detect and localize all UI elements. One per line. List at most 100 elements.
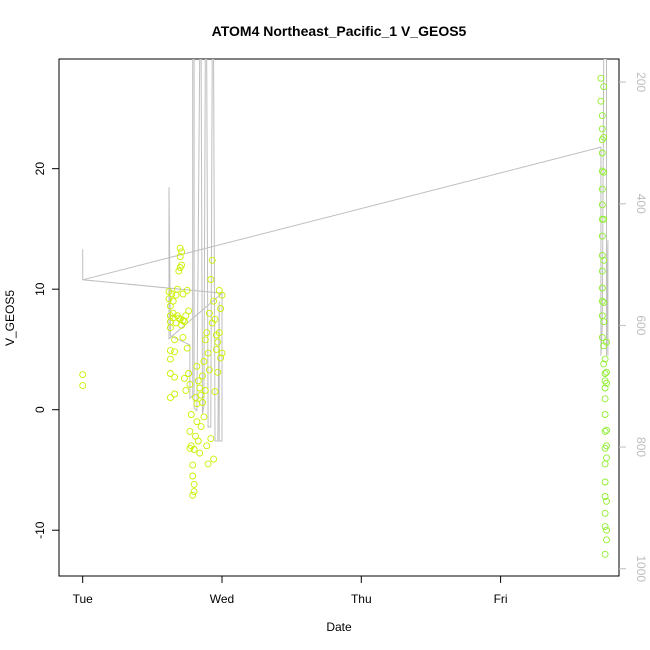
y-tick-label: -10	[33, 521, 47, 539]
data-point	[199, 399, 206, 406]
plot-marks	[79, 59, 610, 558]
data-point	[189, 472, 197, 480]
data-point	[210, 297, 218, 305]
data-point	[196, 384, 204, 392]
data-point	[603, 368, 610, 376]
data-point	[214, 368, 222, 376]
data-point	[172, 291, 180, 299]
data-point	[601, 460, 609, 468]
data-point	[603, 338, 610, 346]
y-tick-label: 0	[33, 406, 47, 413]
data-point	[598, 125, 606, 133]
data-point	[171, 348, 179, 356]
data-point	[187, 411, 195, 418]
data-point	[601, 384, 609, 392]
right-tick-label: 800	[634, 437, 648, 457]
data-point	[600, 298, 608, 306]
data-point	[205, 309, 213, 317]
data-point	[597, 74, 605, 82]
data-point	[200, 413, 208, 421]
x-tick-label: Fri	[494, 592, 508, 606]
data-point	[210, 455, 218, 463]
data-point	[598, 167, 606, 175]
right-tick-label: 1000	[634, 555, 648, 582]
data-point	[199, 372, 206, 380]
data-point	[218, 291, 226, 299]
right-tick-label: 600	[634, 315, 648, 335]
data-point	[193, 418, 201, 426]
data-point	[79, 371, 87, 379]
data-point	[194, 377, 202, 385]
data-point	[600, 360, 608, 368]
data-point	[601, 370, 609, 377]
data-point	[603, 379, 610, 387]
data-point	[189, 461, 197, 469]
data-point	[207, 276, 215, 283]
data-point	[600, 133, 608, 141]
data-point	[601, 550, 609, 558]
data-point	[201, 336, 209, 344]
data-point	[194, 437, 202, 445]
data-point	[601, 523, 609, 531]
data-point	[182, 386, 190, 394]
data-point	[185, 307, 193, 315]
data-point	[192, 394, 199, 402]
data-point	[166, 347, 174, 355]
data-point	[217, 354, 225, 362]
x-axis-label: Date	[326, 620, 352, 634]
data-point	[211, 315, 219, 323]
data-point	[603, 497, 610, 505]
data-point	[601, 411, 609, 418]
data-point	[600, 83, 608, 91]
data-point	[179, 290, 187, 298]
data-point	[218, 349, 226, 357]
data-point	[600, 256, 608, 264]
data-point	[603, 536, 610, 544]
data-point	[598, 284, 606, 292]
x-tick-label: Wed	[210, 592, 234, 606]
data-point	[204, 460, 212, 468]
data-point	[197, 391, 205, 399]
data-point	[598, 185, 606, 193]
data-point	[598, 112, 606, 120]
data-point	[171, 373, 179, 381]
data-point	[601, 355, 609, 363]
data-point	[171, 336, 179, 344]
data-point	[597, 97, 605, 105]
chart-title: ATOM4 Northeast_Pacific_1 V_GEOS5	[212, 23, 467, 39]
data-point	[598, 232, 606, 240]
data-point	[190, 446, 198, 453]
data-point	[185, 370, 193, 377]
data-point	[600, 318, 608, 326]
data-point	[79, 382, 87, 390]
right-tick-label: 400	[634, 194, 648, 214]
data-point	[217, 305, 225, 312]
data-point	[205, 366, 213, 374]
data-point	[603, 454, 610, 462]
data-point	[166, 355, 174, 363]
data-point	[601, 478, 609, 486]
data-point	[603, 526, 610, 534]
data-point	[598, 215, 606, 223]
data-point	[190, 480, 198, 488]
right-axis: 200 400 600 800 1000	[619, 72, 648, 582]
data-point	[200, 358, 208, 365]
data-point	[203, 442, 211, 450]
data-point	[179, 333, 187, 341]
pressure-line	[82, 59, 609, 442]
right-tick-label: 200	[634, 72, 648, 92]
data-point	[601, 395, 609, 403]
data-point	[598, 251, 606, 259]
data-point	[183, 286, 191, 294]
data-point	[190, 488, 198, 496]
data-point	[180, 374, 188, 382]
data-point	[214, 338, 222, 346]
x-axis: Tue Wed Thu Fri	[73, 576, 508, 606]
data-point	[215, 329, 223, 337]
data-point	[212, 345, 220, 353]
data-point	[186, 427, 194, 435]
data-point	[601, 493, 609, 500]
data-point	[173, 285, 181, 293]
data-point	[176, 253, 184, 261]
